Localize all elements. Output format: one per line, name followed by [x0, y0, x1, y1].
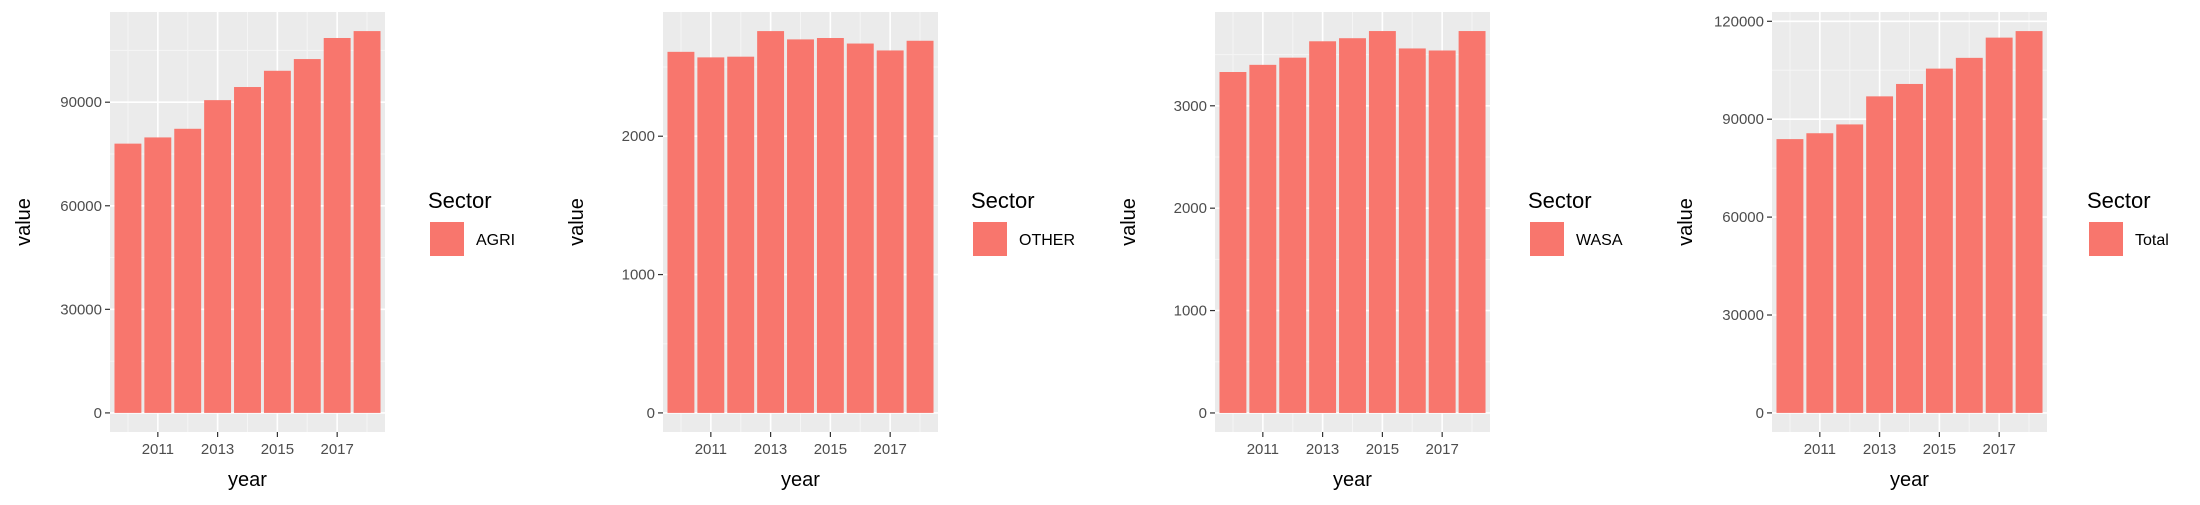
bar-2015 [1925, 68, 1953, 413]
bar-2014 [787, 39, 814, 413]
bar-2012 [1836, 124, 1864, 413]
bar-2012 [727, 56, 755, 413]
bar-2010 [114, 143, 142, 413]
y-tick-label: 0 [1199, 405, 1207, 422]
y-tick-label: 1000 [1174, 303, 1207, 320]
x-tick-label: 2017 [1425, 441, 1458, 458]
bar-2016 [1398, 48, 1426, 413]
chart-panel-4: 0 30000 60000 90000 120000 2011 2013 2015 2017 ye… [1675, 12, 2169, 491]
bar-2017 [1428, 50, 1456, 413]
chart-panel-2: 0 1000 2000 2011 2013 2015 2017 year value Sector… [566, 12, 1075, 491]
x-tick-label: 2017 [320, 441, 353, 458]
legend-swatch [1530, 222, 1564, 256]
y-axis-title: value [566, 198, 588, 246]
bar-2016 [846, 43, 874, 413]
y-tick-label: 0 [1756, 405, 1764, 422]
bar-2018 [353, 31, 381, 413]
bar-2013 [757, 31, 785, 413]
legend-swatch [973, 222, 1007, 256]
chart-panel-3: 0 1000 2000 3000 2011 2013 2015 2017 year value Se… [1118, 12, 1623, 491]
legend: Sector OTHER [971, 188, 1075, 256]
bar-2014 [234, 87, 261, 413]
legend-title: Sector [428, 188, 492, 213]
x-axis-title: year [781, 469, 820, 491]
x-tick-label: 2015 [261, 441, 294, 458]
legend-label: Total [2135, 232, 2169, 249]
x-tick-label: 2015 [814, 441, 847, 458]
bar-2012 [1279, 57, 1307, 413]
x-tick-label: 2011 [695, 441, 727, 458]
y-tick-label: 90000 [60, 94, 102, 111]
legend: Sector WASA [1528, 188, 1623, 256]
legend-swatch [430, 222, 464, 256]
chart-panel-1: 0 30000 60000 90000 2011 2013 2015 2017 year valu… [13, 12, 515, 491]
y-tick-label: 60000 [1722, 209, 1764, 226]
x-tick-label: 2013 [201, 441, 234, 458]
y-tick-label: 30000 [1722, 307, 1764, 324]
legend-swatch [2089, 222, 2123, 256]
x-tick-label: 2015 [1366, 441, 1399, 458]
bar-2015 [816, 38, 844, 413]
bar-2010 [1219, 72, 1247, 413]
legend: Sector AGRI [428, 188, 515, 256]
x-tick-label: 2013 [1863, 441, 1896, 458]
x-tick-label: 2011 [1804, 441, 1836, 458]
x-tick-label: 2015 [1923, 441, 1956, 458]
x-tick-label: 2017 [873, 441, 906, 458]
y-tick-label: 60000 [60, 198, 102, 215]
bar-2011 [144, 137, 172, 413]
bar-2010 [1776, 139, 1804, 413]
y-tick-label: 120000 [1714, 13, 1764, 30]
x-tick-label: 2013 [754, 441, 787, 458]
x-axis-title: year [1333, 469, 1372, 491]
x-tick-label: 2011 [142, 441, 174, 458]
y-tick-label: 2000 [622, 128, 655, 145]
legend-title: Sector [1528, 188, 1592, 213]
bar-2017 [1985, 37, 2013, 413]
bar-2013 [1309, 41, 1337, 413]
bar-2018 [2015, 31, 2043, 413]
bar-2014 [1896, 83, 1923, 413]
bar-2015 [263, 70, 291, 413]
bar-2017 [876, 50, 904, 413]
legend-title: Sector [2087, 188, 2151, 213]
y-tick-label: 3000 [1174, 98, 1207, 115]
legend-label: WASA [1576, 232, 1623, 249]
bar-2013 [1866, 96, 1894, 413]
bar-2014 [1339, 38, 1366, 413]
bar-2015 [1368, 31, 1396, 413]
legend-label: AGRI [476, 232, 515, 249]
bar-2018 [1458, 31, 1486, 413]
legend-title: Sector [971, 188, 1035, 213]
bar-2010 [667, 51, 695, 413]
x-tick-label: 2013 [1306, 441, 1339, 458]
bar-2012 [174, 128, 202, 413]
y-tick-label: 1000 [622, 267, 655, 284]
y-tick-label: 0 [647, 405, 655, 422]
x-axis-title: year [1890, 469, 1929, 491]
y-tick-label: 0 [94, 405, 102, 422]
y-tick-label: 2000 [1174, 200, 1207, 217]
bar-2011 [1249, 64, 1277, 413]
y-tick-label: 90000 [1722, 111, 1764, 128]
x-tick-label: 2011 [1247, 441, 1279, 458]
legend-label: OTHER [1019, 232, 1075, 249]
y-axis-title: value [1118, 198, 1140, 246]
bar-2013 [204, 100, 232, 413]
bar-2016 [293, 59, 321, 413]
y-tick-label: 30000 [60, 301, 102, 318]
bar-2011 [697, 57, 725, 413]
x-tick-label: 2017 [1982, 441, 2015, 458]
legend: Sector Total [2087, 188, 2169, 256]
y-axis-title: value [1675, 198, 1697, 246]
y-axis-title: value [13, 198, 35, 246]
bar-2016 [1955, 57, 1983, 413]
x-axis-title: year [228, 469, 267, 491]
bar-2018 [906, 40, 934, 413]
bar-2011 [1806, 133, 1834, 413]
bar-2017 [323, 37, 351, 413]
